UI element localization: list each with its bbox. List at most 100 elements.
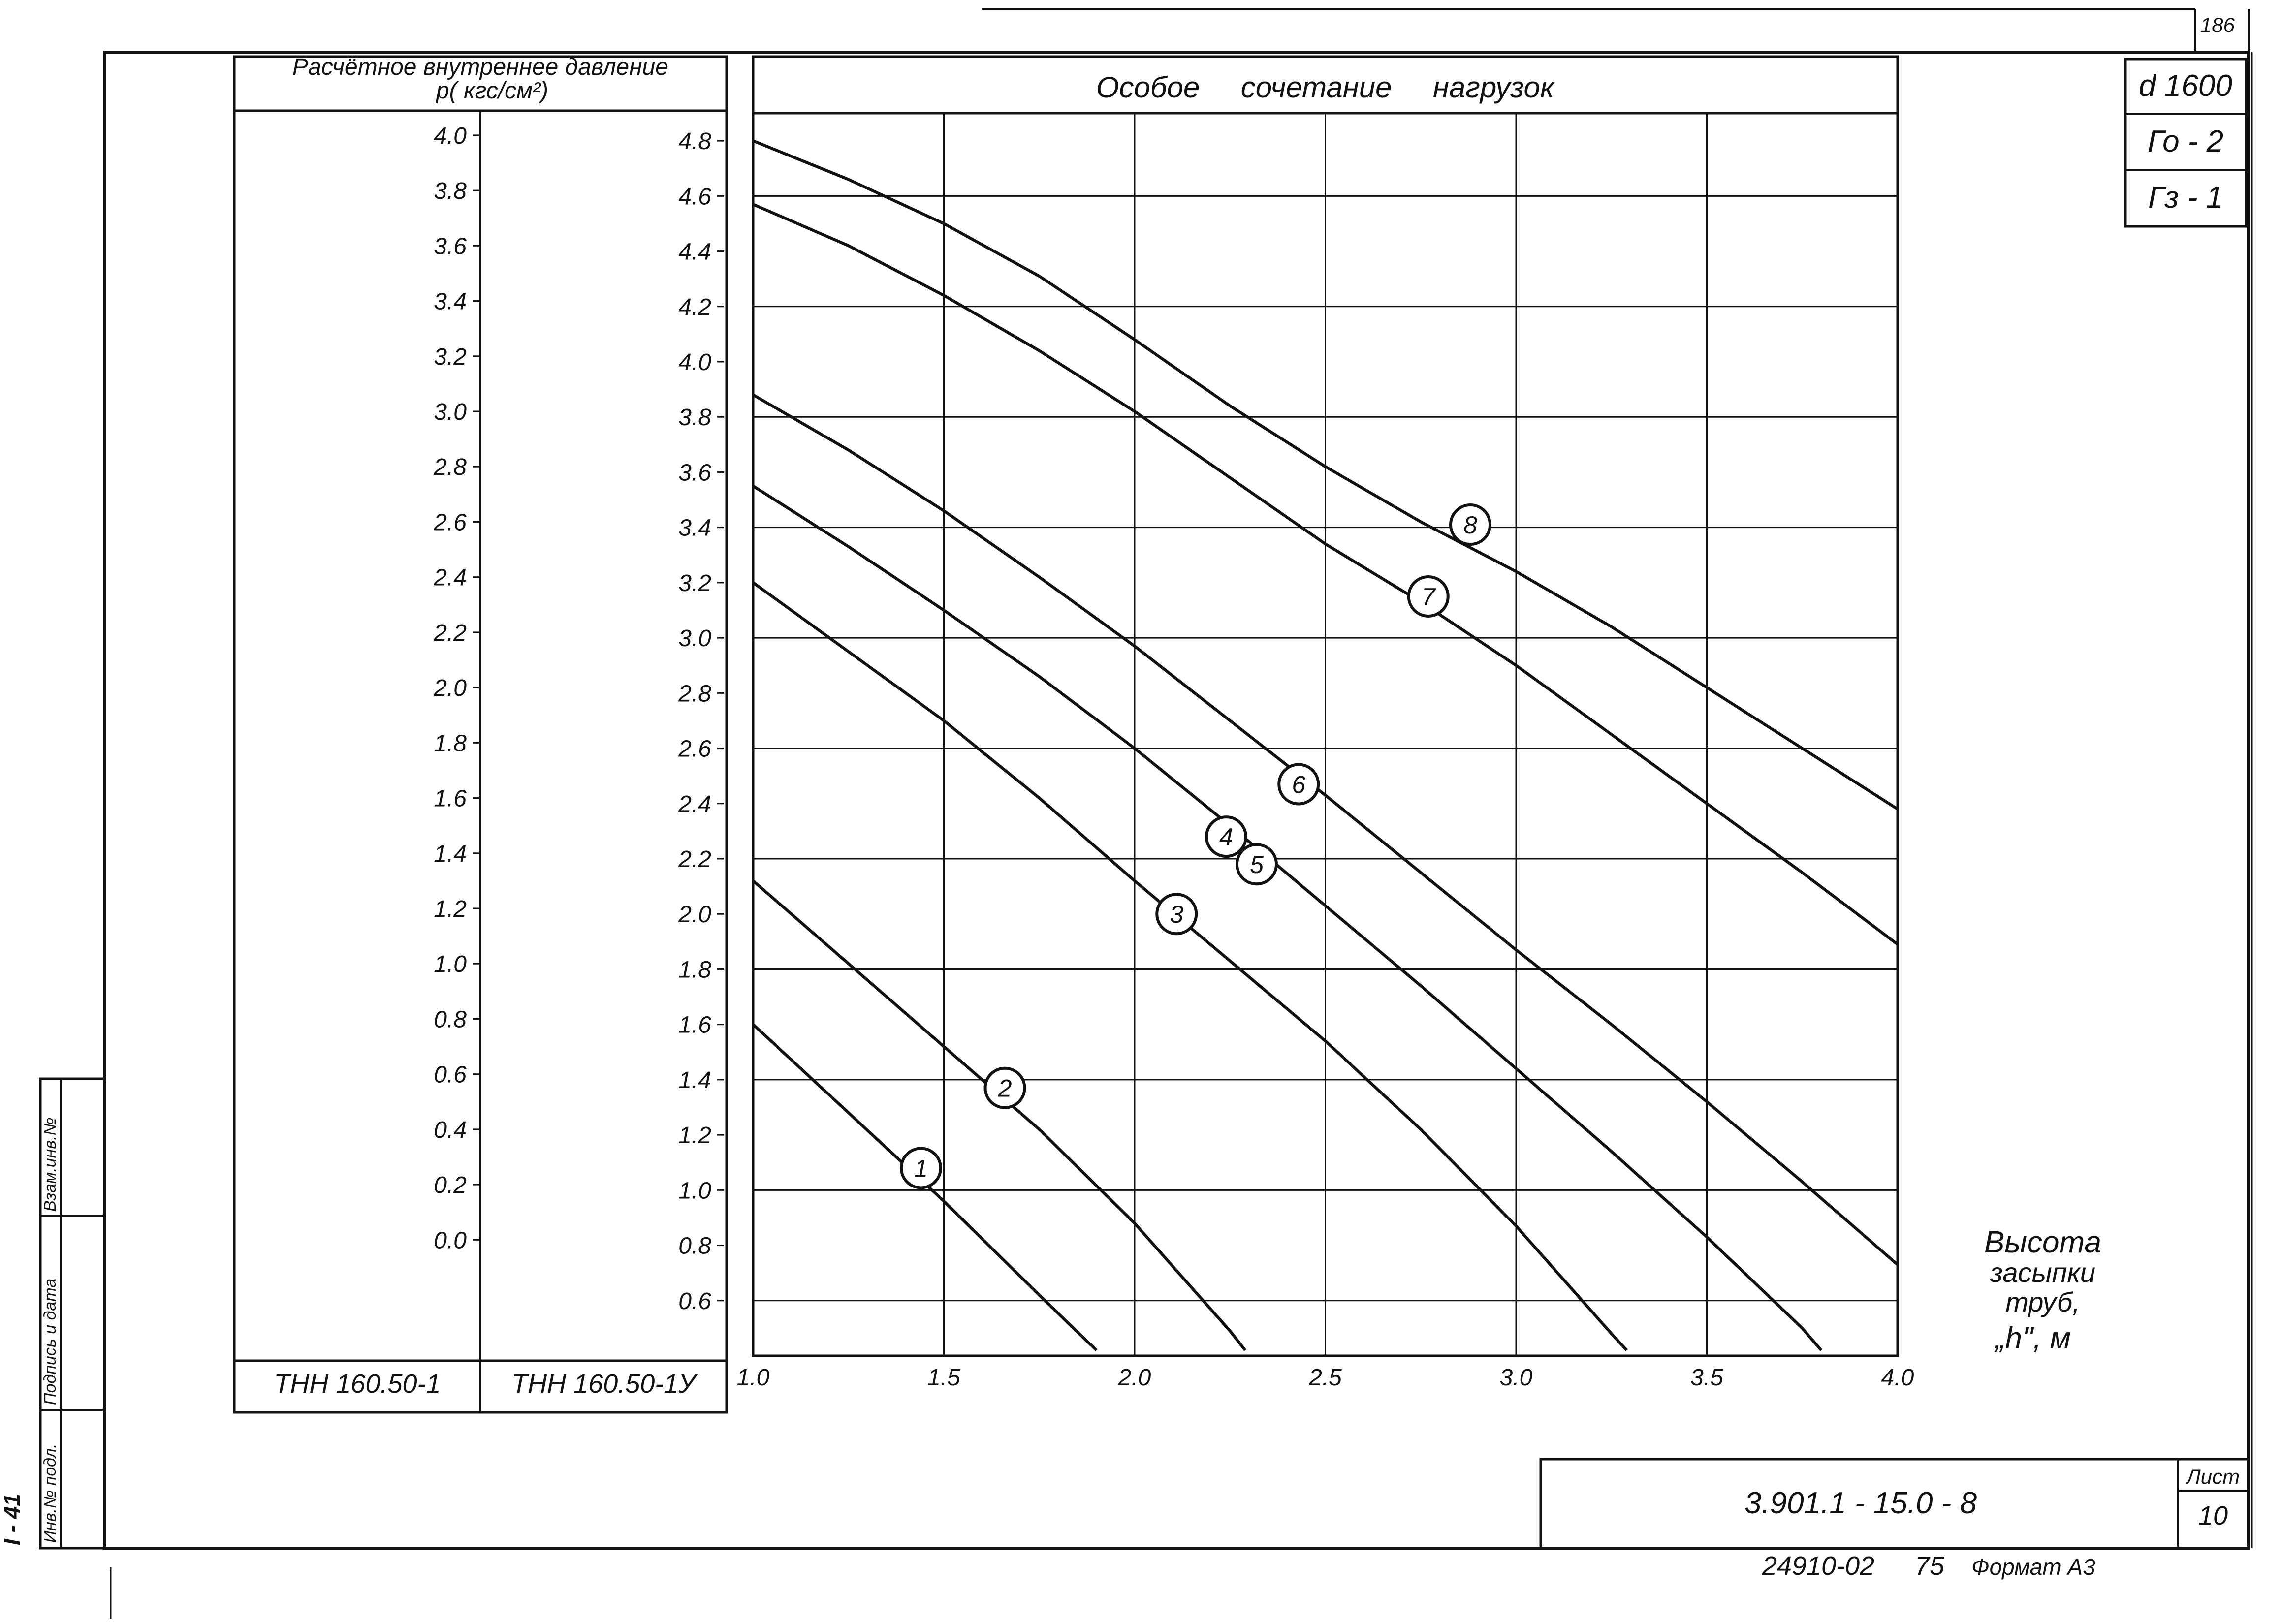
y-tick-label: 2.6: [678, 736, 711, 762]
series-label-4: 4: [1219, 823, 1233, 851]
series-marker-7: [1407, 575, 1450, 618]
axis-col1-ticks: 4.0 3.8 3.6 3.4 3.2 3.0 2.8 2.6 2.4 2.2 2.0 1.8 1.6 1…: [433, 123, 479, 1253]
title-block: 3.901.1 - 15.0 - 8 Лист 10: [1539, 1458, 2250, 1550]
chart-grid: [753, 113, 1898, 1356]
y-tick-label: 0.4: [434, 1117, 467, 1143]
series-line-1: [752, 1023, 1098, 1351]
y-tick-label: 2.8: [678, 681, 711, 707]
pressure-header-line1: Расчётное внутреннее давление: [292, 54, 668, 80]
x-axis-label-line4: „h", м: [1994, 1321, 2071, 1355]
y-tick-label: 3.2: [678, 570, 711, 596]
badges: d 1600 Го - 2 Гз - 1: [2124, 58, 2248, 228]
y-tick-label: 4.2: [678, 294, 711, 320]
y-tick-label: 4.8: [678, 128, 711, 155]
footer-number: 24910-02: [1762, 1551, 1874, 1581]
stamp-cell-inv: Инв.№ подл.: [41, 1443, 60, 1543]
series-label-7: 7: [1422, 583, 1436, 611]
x-axis-label-line3: труб,: [2005, 1286, 2080, 1317]
y-tick-label: 3.4: [434, 289, 467, 315]
series-label-3: 3: [1170, 901, 1183, 928]
y-tick-label: 3.6: [434, 233, 467, 259]
x-tick-label: 1.0: [737, 1365, 770, 1391]
y-tick-label: 3.8: [678, 405, 711, 431]
series-line-4: [752, 484, 1823, 1351]
page-number: 186: [2200, 13, 2235, 36]
y-tick-label: 1.0: [434, 951, 467, 977]
x-tick-label: 3.5: [1690, 1365, 1723, 1391]
series-line-8: [752, 139, 1899, 811]
badge-diameter: d 1600: [2139, 69, 2232, 103]
y-tick-label: 3.0: [678, 625, 711, 652]
y-tick-label: 1.8: [434, 730, 467, 756]
series-markers: 1 2 3 45 6 7 8: [900, 503, 1491, 1189]
series-line-2: [752, 879, 1247, 1351]
series-marker-6: [1277, 763, 1320, 806]
sheet-frame: [103, 8, 2253, 1619]
series-marker-1: [900, 1147, 942, 1189]
series-line-3: [752, 581, 1628, 1351]
y-tick-label: 4.0: [434, 123, 467, 149]
x-tick-label: 1.5: [927, 1365, 960, 1391]
x-axis-label-line1: Высота: [1984, 1225, 2101, 1259]
series-line-7: [752, 203, 1899, 946]
y-tick-label: 3.4: [678, 515, 711, 541]
x-tick-label: 3.0: [1500, 1365, 1533, 1391]
y-tick-label: 0.2: [434, 1172, 467, 1198]
y-tick-label: 0.8: [678, 1233, 711, 1259]
stamp-cell-replace: Взам.инв.№: [41, 1118, 60, 1212]
pressure-table: Расчётное внутреннее давление p( кгс/см²…: [233, 54, 728, 1414]
y-tick-label: 1.6: [434, 786, 467, 812]
y-tick-label: 1.4: [434, 841, 467, 867]
badge-go: Го - 2: [2148, 125, 2223, 158]
y-tick-label: 2.4: [678, 791, 711, 817]
x-axis-ticks: 1.0 1.5 2.0 2.5 3.0 3.5 4.0: [737, 1365, 1914, 1391]
chart-title: Особое сочетание нагрузок: [1096, 71, 1555, 104]
footer-format: Формат А3: [1971, 1554, 2095, 1580]
y-tick-label: 2.2: [433, 620, 467, 646]
y-tick-label: 2.8: [433, 454, 467, 480]
x-tick-label: 2.0: [1118, 1365, 1151, 1391]
series-label-1: 1: [914, 1155, 928, 1182]
axis-col2-ticks: 4.8 4.6 4.4 4.2 4.0 3.8 3.6 3.4 3.2 3.0 2.8 2.6 2.4 2…: [678, 128, 724, 1314]
sheet-label: Лист: [2185, 1465, 2240, 1488]
series-line-6: [752, 393, 1899, 1266]
y-tick-label: 3.2: [434, 344, 467, 370]
series-label-8: 8: [1463, 511, 1477, 539]
x-tick-label: 4.0: [1881, 1365, 1914, 1391]
y-tick-label: 1.8: [678, 957, 711, 983]
series-marker-4: [1205, 815, 1247, 858]
badge-gz: Гз - 1: [2148, 181, 2223, 215]
sheet-number: 10: [2198, 1501, 2228, 1530]
y-tick-label: 3.6: [678, 460, 711, 486]
x-tick-label: 2.5: [1308, 1365, 1342, 1391]
series-marker-2: [983, 1066, 1026, 1109]
y-tick-label: 1.0: [678, 1178, 711, 1204]
stamp-cell-signature: Подпись и дата: [41, 1279, 60, 1405]
series-marker-5: [1236, 843, 1278, 886]
footer-mark: 75: [1915, 1551, 1945, 1581]
series-label-2: 2: [998, 1075, 1012, 1102]
series-label-6: 6: [1292, 771, 1305, 799]
left-stamp: Инв.№ подл. Подпись и дата Взам.инв.№: [39, 1077, 106, 1550]
y-tick-label: 0.6: [434, 1062, 467, 1088]
y-tick-label: 2.0: [433, 675, 467, 701]
axis-col2-name: ТНН 160.50-1У: [511, 1369, 698, 1399]
chart: Особое сочетание нагрузок 1.0 1.5 2.0 2.5 3.…: [737, 55, 2101, 1391]
series-marker-8: [1449, 503, 1491, 546]
y-tick-label: 2.4: [433, 565, 467, 591]
y-tick-label: 0.6: [678, 1288, 711, 1314]
y-tick-label: 1.6: [678, 1012, 711, 1038]
x-axis-label: Высота засыпки труб, „h", м: [1984, 1225, 2101, 1355]
y-tick-label: 3.0: [434, 399, 467, 425]
y-tick-label: 4.4: [678, 239, 711, 265]
x-axis-label-line2: засыпки: [1990, 1257, 2095, 1288]
y-tick-label: 0.0: [434, 1227, 467, 1253]
series-label-5: 5: [1250, 851, 1264, 878]
y-tick-label: 1.2: [678, 1123, 711, 1149]
y-tick-label: 3.8: [434, 178, 467, 204]
axis-col1-name: ТНН 160.50-1: [274, 1369, 441, 1399]
doc-code: 3.901.1 - 15.0 - 8: [1744, 1486, 1977, 1520]
y-tick-label: 0.8: [434, 1006, 467, 1032]
chart-series: [752, 139, 1899, 1351]
